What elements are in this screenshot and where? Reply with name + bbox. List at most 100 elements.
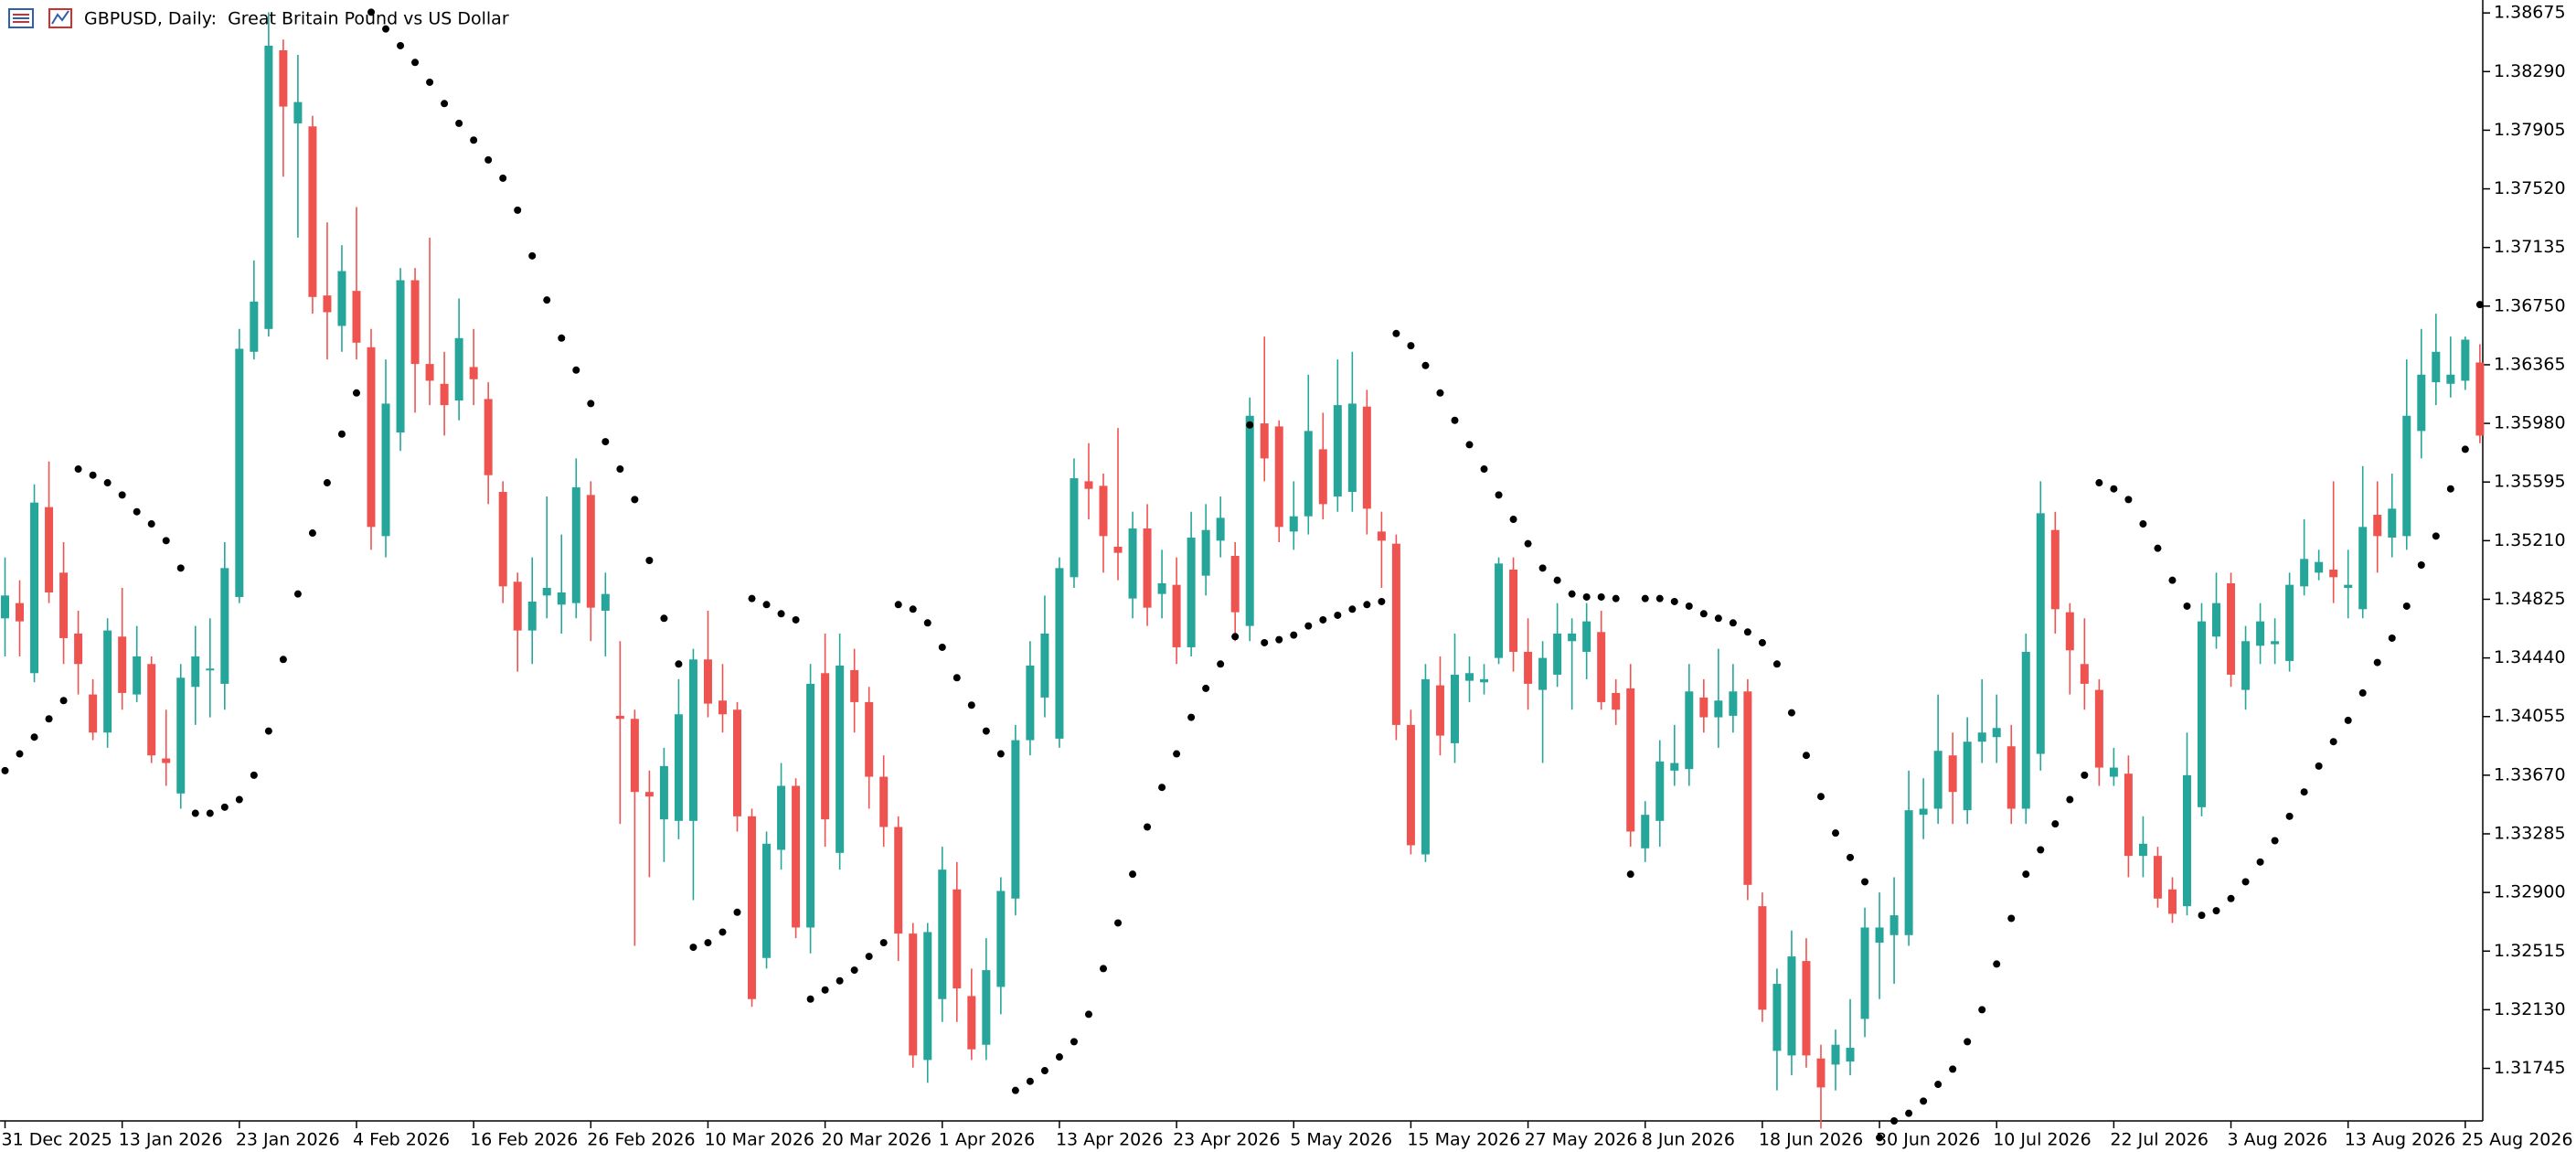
- candle-body: [762, 843, 772, 958]
- sar-dot: [836, 976, 844, 985]
- candle-body: [2124, 773, 2133, 857]
- sar-dot: [1582, 592, 1591, 601]
- x-tick-label: 31 Dec 2025: [2, 1130, 112, 1150]
- sar-dot: [1612, 594, 1620, 603]
- candle-body: [777, 785, 786, 850]
- candle-body: [1040, 633, 1049, 698]
- candle-body: [1831, 1044, 1840, 1065]
- candle-body: [1435, 685, 1444, 736]
- candle-body: [59, 572, 69, 638]
- sar-dot: [1100, 965, 1107, 973]
- sar-dot: [1261, 638, 1269, 646]
- sar-dot: [923, 619, 931, 627]
- x-tick-label: 18 Jun 2026: [1759, 1130, 1863, 1150]
- candle-body: [513, 581, 522, 631]
- candle-body: [118, 636, 127, 693]
- sar-dot: [616, 465, 624, 474]
- candle-body: [2065, 612, 2074, 651]
- candle-body: [688, 659, 697, 821]
- sar-dot: [1363, 601, 1371, 609]
- sar-dot: [1436, 389, 1444, 397]
- candle-body: [1465, 673, 1474, 681]
- sar-dot: [397, 41, 405, 49]
- sar-dot: [1905, 1109, 1913, 1117]
- candle-body: [1143, 528, 1152, 608]
- candle-body: [103, 630, 112, 733]
- x-tick-label: 10 Mar 2026: [704, 1130, 814, 1150]
- candle-body: [235, 348, 244, 597]
- sar-dot: [1084, 1010, 1092, 1019]
- candle-body: [1729, 691, 1738, 716]
- candle-body: [2315, 561, 2324, 573]
- sar-dot: [2051, 820, 2060, 828]
- candle-body: [264, 45, 273, 329]
- sar-dot: [1993, 960, 2001, 968]
- candle-body: [1406, 724, 1415, 846]
- sar-dot: [850, 966, 858, 975]
- candle-body: [894, 827, 903, 934]
- sar-dot: [2417, 560, 2425, 569]
- x-tick-label: 23 Jan 2026: [236, 1130, 340, 1150]
- sar-dot: [2402, 602, 2411, 610]
- candle-body: [586, 495, 595, 608]
- sar-dot: [45, 715, 53, 723]
- sar-dot: [1758, 638, 1766, 646]
- sar-dot: [2066, 795, 2074, 804]
- sar-dot: [1597, 592, 1605, 601]
- sar-dot: [2344, 716, 2352, 724]
- sar-dot: [1158, 784, 1166, 792]
- candle-body: [2373, 515, 2382, 537]
- candle-body: [1347, 403, 1357, 493]
- x-tick-label: 30 Jun 2026: [1876, 1130, 1980, 1150]
- candle-body: [1099, 485, 1108, 537]
- sar-dot: [1173, 750, 1181, 758]
- x-tick-label: 16 Feb 2026: [470, 1130, 578, 1150]
- x-tick-label: 15 May 2026: [1407, 1130, 1520, 1150]
- sar-dot: [2432, 532, 2440, 540]
- candle-body: [425, 364, 434, 381]
- candle-body: [571, 487, 580, 603]
- toolbar-icons: [8, 8, 72, 28]
- candle-body: [557, 592, 566, 605]
- candle-body: [542, 587, 551, 596]
- sar-dot: [2212, 907, 2220, 915]
- candle-body: [718, 700, 727, 715]
- sar-dot: [1465, 441, 1474, 449]
- sar-dot: [1978, 1006, 1986, 1014]
- candle-body: [484, 399, 493, 475]
- candle-body: [16, 603, 25, 622]
- x-tick-label: 13 Apr 2026: [1056, 1130, 1163, 1150]
- candle-body: [1597, 632, 1606, 702]
- candle-body: [337, 271, 346, 326]
- candle-body: [1699, 697, 1708, 718]
- candle-body: [1, 595, 9, 619]
- candle-body: [1524, 651, 1533, 684]
- candle-body: [162, 758, 171, 763]
- candle-body: [2417, 374, 2426, 432]
- sar-dot: [733, 908, 741, 916]
- sar-dot: [191, 809, 199, 817]
- sar-dot: [30, 733, 38, 741]
- candle-body: [147, 664, 156, 756]
- sar-dot: [1524, 539, 1532, 548]
- x-tick-label: 13 Aug 2026: [2345, 1130, 2456, 1150]
- candle-body: [308, 126, 317, 297]
- sar-dot: [1509, 516, 1517, 524]
- candle-body: [352, 291, 361, 343]
- candle-body: [2402, 415, 2411, 537]
- y-tick-label: 1.31745: [2494, 1058, 2566, 1078]
- sar-dot: [1392, 329, 1400, 337]
- sar-dot: [572, 366, 580, 374]
- y-tick-label: 1.34440: [2494, 647, 2566, 667]
- sar-dot: [909, 605, 917, 613]
- candle-body: [821, 673, 830, 820]
- candle-body: [2021, 651, 2030, 809]
- sar-dot: [1070, 1038, 1078, 1046]
- candle-body: [1758, 906, 1767, 1010]
- sar-dot: [806, 995, 814, 1003]
- sar-dot: [1304, 622, 1313, 630]
- sar-dot: [2300, 788, 2308, 796]
- candle-body: [191, 656, 200, 688]
- sar-dot: [1934, 1081, 1943, 1089]
- sar-dot: [1, 766, 9, 774]
